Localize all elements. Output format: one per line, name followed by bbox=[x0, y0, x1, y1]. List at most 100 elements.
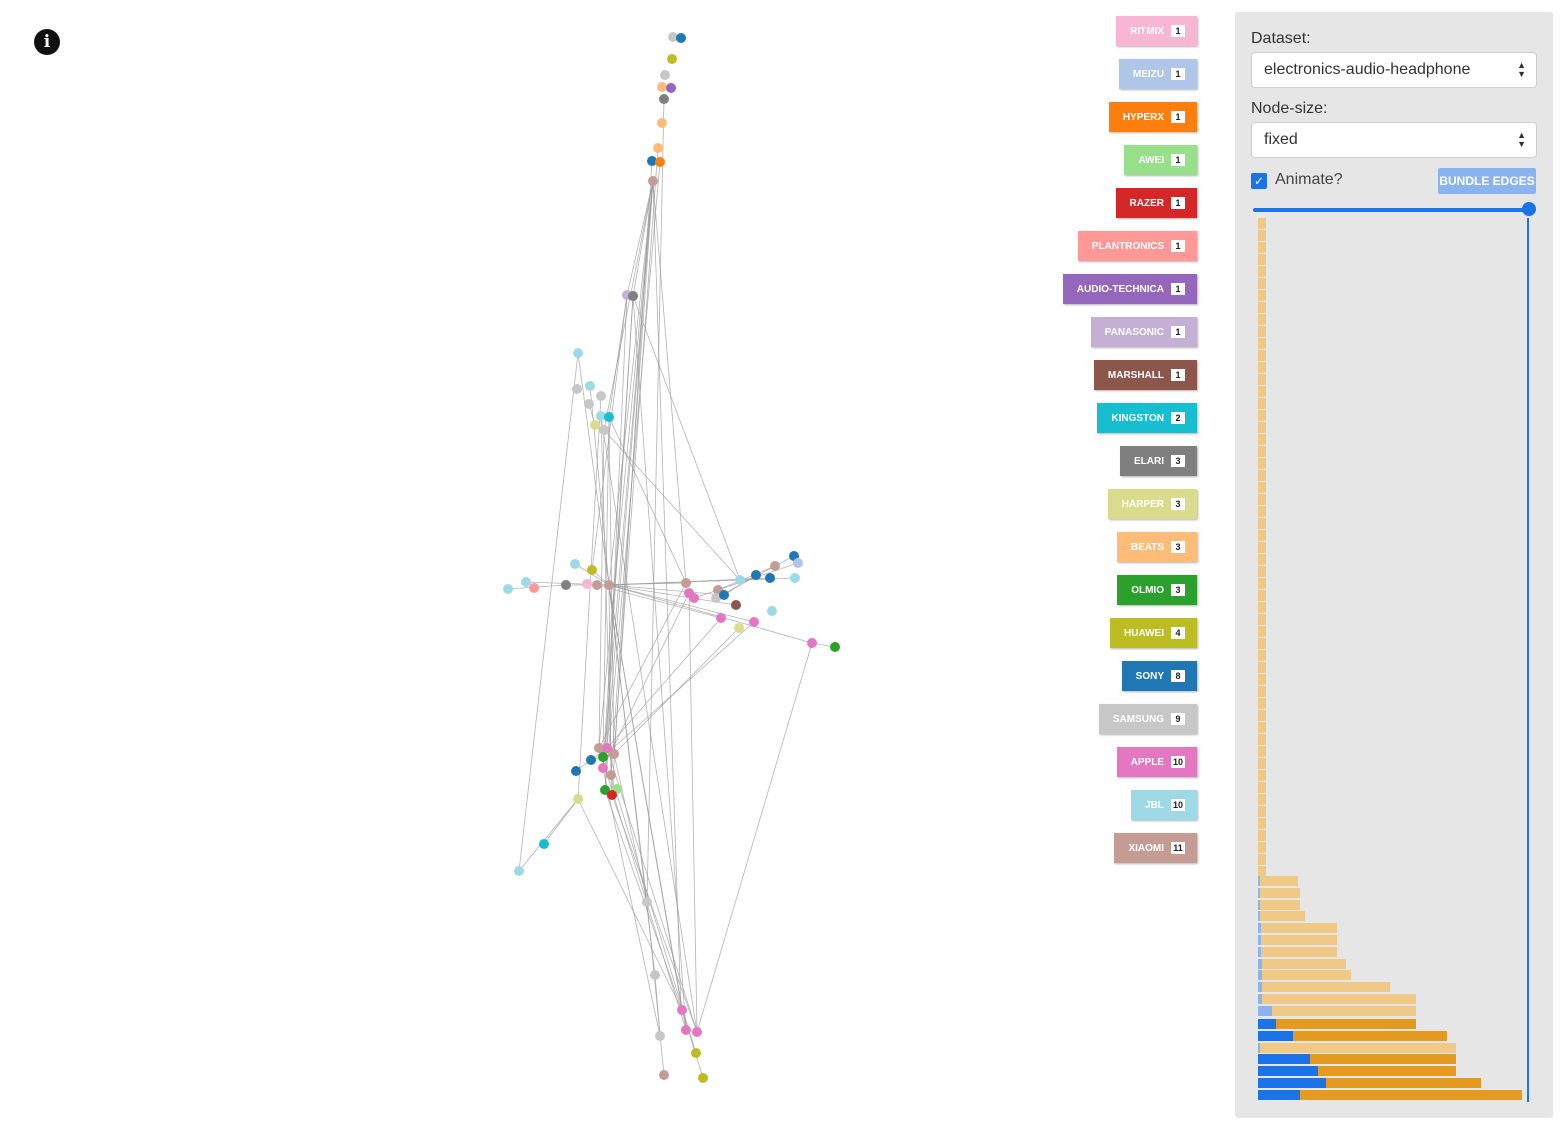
graph-node-apple[interactable] bbox=[716, 613, 726, 623]
graph-node-xiaomi[interactable] bbox=[609, 749, 619, 759]
legend-item-olmio[interactable]: OLMIO 3 bbox=[1117, 575, 1197, 605]
graph-node-plantronics[interactable] bbox=[529, 583, 539, 593]
graph-node-marshall[interactable] bbox=[731, 600, 741, 610]
info-icon[interactable]: i bbox=[34, 29, 60, 55]
legend-item-elari[interactable]: ELARI 3 bbox=[1120, 446, 1197, 476]
dataset-select[interactable]: electronics-audio-headphone ▲ ▼ bbox=[1251, 52, 1537, 88]
legend-item-samsung[interactable]: SAMSUNG 9 bbox=[1098, 704, 1197, 734]
graph-node-samsung[interactable] bbox=[650, 970, 660, 980]
graph-node-sony[interactable] bbox=[647, 156, 657, 166]
graph-node-apple[interactable] bbox=[807, 638, 817, 648]
legend-item-audio-technica[interactable]: AUDIO-TECHNICA 1 bbox=[1062, 274, 1197, 304]
graph-node-sony[interactable] bbox=[586, 755, 596, 765]
graph-node-meizu[interactable] bbox=[793, 558, 803, 568]
graph-node-elari[interactable] bbox=[659, 94, 669, 104]
graph-node-sony[interactable] bbox=[751, 570, 761, 580]
graph-node-xiaomi[interactable] bbox=[681, 578, 691, 588]
network-graph[interactable] bbox=[0, 0, 1030, 1130]
graph-node-xiaomi[interactable] bbox=[604, 580, 614, 590]
legend-item-marshall[interactable]: MARSHALL 1 bbox=[1093, 360, 1197, 390]
graph-node-jbl[interactable] bbox=[790, 573, 800, 583]
bundle-edges-button[interactable]: BUNDLE EDGES bbox=[1438, 168, 1536, 194]
graph-node-xiaomi[interactable] bbox=[606, 770, 616, 780]
graph-node-jbl[interactable] bbox=[735, 575, 745, 585]
graph-node-samsung[interactable] bbox=[599, 425, 609, 435]
graph-node-apple[interactable] bbox=[749, 617, 759, 627]
graph-node-sony[interactable] bbox=[676, 33, 686, 43]
graph-node-hyperx[interactable] bbox=[655, 157, 665, 167]
graph-node-xiaomi[interactable] bbox=[648, 176, 658, 186]
graph-node-harper[interactable] bbox=[590, 420, 600, 430]
legend-item-sony[interactable]: SONY 8 bbox=[1121, 661, 1197, 691]
graph-node-xiaomi[interactable] bbox=[770, 561, 780, 571]
graph-node-samsung[interactable] bbox=[655, 1031, 665, 1041]
graph-node-samsung[interactable] bbox=[711, 593, 721, 603]
animate-checkbox[interactable]: ✓ bbox=[1251, 173, 1267, 189]
legend-item-razer[interactable]: RAZER 1 bbox=[1115, 188, 1197, 218]
graph-node-olmio[interactable] bbox=[600, 785, 610, 795]
graph-node-olmio[interactable] bbox=[830, 642, 840, 652]
graph-node-xiaomi[interactable] bbox=[659, 1070, 669, 1080]
legend-item-huawei[interactable]: HUAWEI 4 bbox=[1110, 618, 1197, 648]
histogram-bar bbox=[1262, 994, 1416, 1004]
legend-item-xiaomi[interactable]: XIAOMI 11 bbox=[1114, 833, 1197, 863]
graph-node-apple[interactable] bbox=[692, 1027, 702, 1037]
legend-item-apple[interactable]: APPLE 10 bbox=[1116, 747, 1197, 777]
graph-node-razer[interactable] bbox=[607, 790, 617, 800]
graph-node-audio-technica[interactable] bbox=[666, 83, 676, 93]
graph-node-harper[interactable] bbox=[734, 623, 744, 633]
graph-node-elari[interactable] bbox=[561, 580, 571, 590]
legend-item-beats[interactable]: BEATS 3 bbox=[1116, 532, 1197, 562]
graph-node-huawei[interactable] bbox=[587, 565, 597, 575]
graph-node-elari[interactable] bbox=[628, 291, 638, 301]
graph-node-samsung[interactable] bbox=[572, 384, 582, 394]
threshold-slider-thumb[interactable] bbox=[1522, 202, 1536, 216]
graph-node-ritmix[interactable] bbox=[582, 579, 592, 589]
graph-node-jbl[interactable] bbox=[503, 584, 513, 594]
graph-node-jbl[interactable] bbox=[570, 559, 580, 569]
graph-node-kingston[interactable] bbox=[604, 412, 614, 422]
graph-node-apple[interactable] bbox=[677, 1005, 687, 1015]
graph-node-huawei[interactable] bbox=[698, 1073, 708, 1083]
graph-node-apple[interactable] bbox=[681, 1025, 691, 1035]
graph-node-sony[interactable] bbox=[765, 573, 775, 583]
graph-node-jbl[interactable] bbox=[596, 411, 606, 421]
graph-node-kingston[interactable] bbox=[539, 839, 549, 849]
graph-node-jbl[interactable] bbox=[573, 348, 583, 358]
graph-node-xiaomi[interactable] bbox=[594, 743, 604, 753]
graph-node-samsung[interactable] bbox=[660, 70, 670, 80]
graph-node-jbl[interactable] bbox=[585, 381, 595, 391]
graph-node-huawei[interactable] bbox=[667, 54, 677, 64]
graph-node-jbl[interactable] bbox=[521, 577, 531, 587]
graph-node-olmio[interactable] bbox=[598, 752, 608, 762]
graph-node-harper[interactable] bbox=[573, 794, 583, 804]
graph-node-huawei[interactable] bbox=[691, 1048, 701, 1058]
graph-node-beats[interactable] bbox=[657, 82, 667, 92]
graph-node-apple[interactable] bbox=[602, 743, 612, 753]
legend-item-panasonic[interactable]: PANASONIC 1 bbox=[1090, 317, 1197, 347]
legend-item-meizu[interactable]: MEIZU 1 bbox=[1118, 59, 1197, 89]
legend-item-kingston[interactable]: KINGSTON 2 bbox=[1097, 403, 1197, 433]
legend-item-plantronics[interactable]: PLANTRONICS 1 bbox=[1077, 231, 1197, 261]
graph-node-sony[interactable] bbox=[571, 766, 581, 776]
legend-item-awei[interactable]: AWEI 1 bbox=[1124, 145, 1197, 175]
legend-item-harper[interactable]: HARPER 3 bbox=[1107, 489, 1197, 519]
legend-item-hyperx[interactable]: HYPERX 1 bbox=[1108, 102, 1197, 132]
graph-node-samsung[interactable] bbox=[668, 32, 678, 42]
graph-node-samsung[interactable] bbox=[584, 399, 594, 409]
graph-node-samsung[interactable] bbox=[596, 391, 606, 401]
graph-node-jbl[interactable] bbox=[514, 866, 524, 876]
histogram-bar bbox=[1258, 830, 1266, 841]
graph-node-beats[interactable] bbox=[653, 143, 663, 153]
graph-node-sony[interactable] bbox=[719, 590, 729, 600]
threshold-slider-track[interactable] bbox=[1253, 208, 1529, 212]
graph-node-apple[interactable] bbox=[689, 593, 699, 603]
legend-item-ritmix[interactable]: RITMIX 1 bbox=[1116, 16, 1197, 46]
graph-node-samsung[interactable] bbox=[642, 897, 652, 907]
graph-node-xiaomi[interactable] bbox=[592, 580, 602, 590]
graph-node-beats[interactable] bbox=[657, 118, 667, 128]
legend-item-jbl[interactable]: JBL 10 bbox=[1131, 790, 1197, 820]
graph-node-apple[interactable] bbox=[598, 763, 608, 773]
node-size-select[interactable]: fixed ▲ ▼ bbox=[1251, 122, 1537, 158]
graph-node-jbl[interactable] bbox=[767, 606, 777, 616]
